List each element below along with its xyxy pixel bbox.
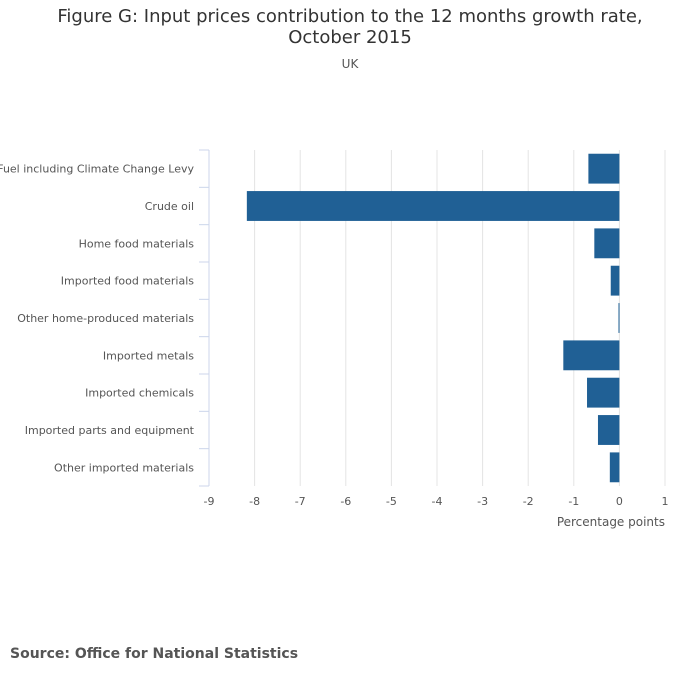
chart-subtitle: UK bbox=[341, 57, 359, 71]
bar bbox=[597, 415, 620, 445]
category-label: Home food materials bbox=[79, 237, 195, 250]
bar bbox=[609, 452, 620, 483]
x-tick-label: -2 bbox=[523, 495, 534, 508]
bar bbox=[588, 153, 620, 184]
category-label: Imported food materials bbox=[61, 275, 194, 288]
x-tick-label: -6 bbox=[340, 495, 351, 508]
category-label: Imported chemicals bbox=[85, 387, 194, 400]
x-tick-label: 1 bbox=[662, 495, 669, 508]
category-label: Other imported materials bbox=[54, 461, 194, 474]
x-axis-title: Percentage points bbox=[557, 515, 665, 529]
bar bbox=[587, 377, 620, 408]
x-tick-label: -3 bbox=[477, 495, 488, 508]
category-label: Other home-produced materials bbox=[17, 312, 194, 325]
category-label: Imported metals bbox=[103, 349, 194, 362]
x-tick-label: 0 bbox=[616, 495, 623, 508]
x-tick-label: -9 bbox=[204, 495, 215, 508]
category-label: Crude oil bbox=[145, 200, 194, 213]
bar bbox=[563, 340, 620, 371]
chart-title: Figure G: Input prices contribution to t… bbox=[57, 6, 643, 48]
source-note: Source: Office for National Statistics bbox=[10, 646, 299, 662]
x-tick-label: -7 bbox=[295, 495, 306, 508]
x-tick-label: -8 bbox=[249, 495, 260, 508]
bar bbox=[246, 191, 620, 221]
bar bbox=[610, 265, 620, 296]
x-tick-label: -4 bbox=[432, 495, 443, 508]
bar bbox=[594, 228, 620, 259]
category-label: Fuel including Climate Change Levy bbox=[0, 163, 194, 176]
x-tick-label: -5 bbox=[386, 495, 397, 508]
category-label: Imported parts and equipment bbox=[25, 424, 195, 437]
bar bbox=[618, 303, 620, 333]
x-tick-label: -1 bbox=[568, 495, 579, 508]
